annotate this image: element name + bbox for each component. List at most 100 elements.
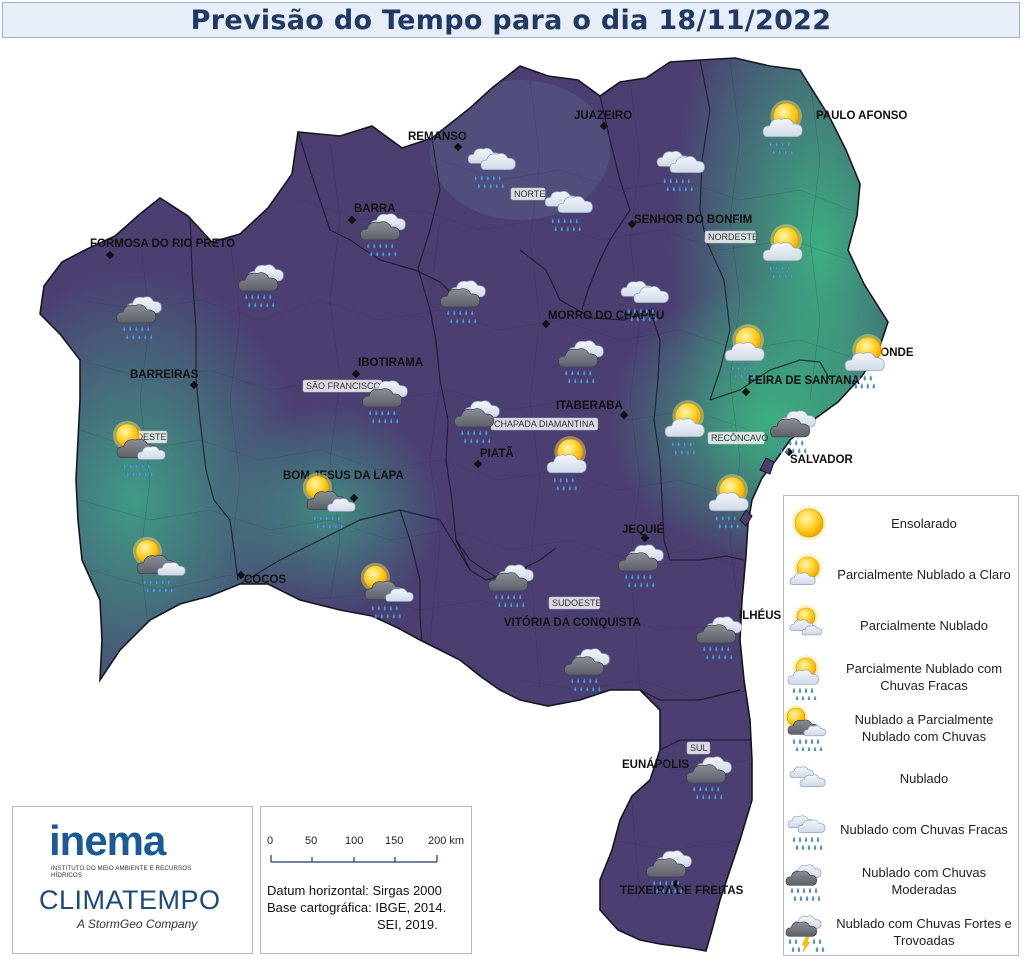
legend-item-nublado-chuvas-moderadas: Nublado com Chuvas Moderadas <box>784 855 1020 906</box>
legend-item-parcialmente-nublado: Parcialmente Nublado <box>784 600 1020 651</box>
nublado-chuvas-moderadas-icon <box>116 296 162 340</box>
city-marker: VITÓRIA DA CONQUISTA <box>504 616 641 629</box>
city-dot-icon <box>351 369 361 379</box>
nublado-icon <box>789 765 826 787</box>
stormgeo-text: A StormGeo Company <box>77 917 198 931</box>
inema-logo: inema <box>49 817 166 865</box>
parcialmente-nublado-chuvas-fracas-icon <box>724 324 765 379</box>
scale-tick-label: 0 <box>267 835 273 847</box>
city-marker: SALVADOR <box>784 447 854 466</box>
nublado-chuvas-fortes-trovoadas-icon <box>785 914 825 952</box>
city-marker: ITABERABA <box>556 400 629 420</box>
city-label: PAULO AFONSO <box>816 110 907 122</box>
nublado-chuvas-moderadas-icon <box>362 380 408 424</box>
nublado-chuvas-moderadas-icon <box>770 410 816 454</box>
parcialmente-nublado-chuvas-fracas-icon <box>762 100 803 155</box>
scale-tick-label: 150 <box>385 835 403 847</box>
parcialmente-nublado-chuvas-fracas-icon <box>762 224 803 279</box>
nublado-chuvas-fracas-icon <box>787 814 826 850</box>
city-label: SALVADOR <box>790 454 854 466</box>
city-label: BARRA <box>354 203 396 215</box>
legend: Ensolarado Parcialmente Nublado a Claro Pa… <box>783 495 1019 956</box>
nublado-chuvas-moderadas-icon <box>564 648 610 692</box>
city-dot-icon <box>105 250 115 260</box>
city-label: FORMOSA DO RIO PRETO <box>90 238 235 250</box>
city-label: FEIRA DE SANTANA <box>748 375 860 387</box>
city-marker: JEQUIÉ <box>622 523 665 543</box>
city-label: ITABERABA <box>556 400 623 412</box>
city-label: COCOS <box>244 574 287 586</box>
region-name: SUDOESTE <box>552 598 602 608</box>
legend-label: Nublado com Chuvas Fracas <box>840 822 1008 837</box>
city-dot-icon <box>619 410 629 420</box>
city-dot-icon <box>453 142 463 152</box>
nublado-parcialmente-chuvas-icon <box>784 704 826 751</box>
nublado-chuvas-moderadas-icon <box>454 400 500 444</box>
region-name: RECÔNCAVO <box>711 433 768 443</box>
parcialmente-nublado-chuvas-fracas-icon <box>787 654 819 700</box>
inema-logo-text: inema <box>49 817 166 864</box>
region-label: NORTE <box>510 187 545 201</box>
city-label: VITÓRIA DA CONQUISTA <box>504 616 641 629</box>
nublado-parcialmente-chuvas-icon <box>132 536 186 593</box>
scale-tick-label: 200 km <box>428 835 464 847</box>
region-layer: NORTE NORDESTE SÃO FRANCISCO OESTE CHAPADA D… <box>132 187 768 755</box>
city-marker: FORMOSA DO RIO PRETO <box>90 238 235 260</box>
city-marker: IBOTIRAMA <box>351 357 423 379</box>
city-label: JUAZEIRO <box>574 110 632 122</box>
region-name: NORDESTE <box>708 232 758 242</box>
city-marker: PAULO AFONSO <box>816 110 907 122</box>
city-label: ILHÉUS <box>739 609 782 622</box>
legend-item-ensolarado: Ensolarado <box>784 498 1020 549</box>
region-name: OESTE <box>136 432 167 442</box>
city-label: EUNÁPOLIS <box>622 758 689 771</box>
region-label: SUDOESTE <box>548 596 602 610</box>
nublado-chuvas-fracas-icon <box>467 147 516 189</box>
legend-label: Parcialmente Nublado com Chuvas Fracas <box>845 660 1003 693</box>
scale-tick-label: 50 <box>305 835 317 847</box>
title-bar: Previsão do Tempo para o dia 18/11/2022 <box>2 2 1020 38</box>
bahia-map[interactable]: REMANSO JUAZEIRO PAULO AFONSO BARRA FORMOSA … <box>0 40 1024 961</box>
legend-label: Nublado <box>899 771 949 786</box>
inema-subtitle: INSTITUTO DO MEIO AMBIENTE E RECURSOS HÍ… <box>51 865 192 879</box>
datum-line-3: SEI, 2019. <box>377 917 438 932</box>
legend-label: Parcialmente Nublado a Claro <box>837 567 1011 582</box>
region-label: CHAPADA DIAMANTINA <box>490 417 599 431</box>
nublado-parcialmente-chuvas-icon <box>360 562 414 619</box>
city-label: JEQUIÉ <box>622 523 665 536</box>
legend-label: Nublado a Parcialmente Nublado com Chuva… <box>854 711 994 744</box>
legend-item-parcialmente-nublado-claro: Parcialmente Nublado a Claro <box>784 549 1020 600</box>
scale-box: 0 50 100 150 200 km Datum horizontal: Si… <box>260 806 472 954</box>
parcialmente-nublado-claro-icon <box>789 553 822 585</box>
nublado-chuvas-moderadas-icon <box>686 756 732 800</box>
region-label: SUL <box>686 741 711 755</box>
nublado-chuvas-moderadas-icon <box>488 564 534 608</box>
city-dot-icon <box>473 459 483 469</box>
datum-line-1: Datum horizontal: Sirgas 2000 <box>267 883 442 898</box>
nublado-chuvas-moderadas-icon <box>440 280 486 324</box>
city-marker: ILHÉUS <box>739 609 782 622</box>
city-dot-icon <box>541 319 551 329</box>
region-label: NORDESTE <box>704 230 758 244</box>
forecast-icon-layer <box>112 100 885 894</box>
city-marker: EUNÁPOLIS <box>622 758 689 771</box>
region-name: CHAPADA DIAMANTINA <box>494 419 594 429</box>
legend-item-nublado-parcialmente-chuvas: Nublado a Parcialmente Nublado com Chuva… <box>784 702 1020 753</box>
city-dot-icon <box>640 533 650 543</box>
city-marker: REMANSO <box>408 131 467 152</box>
nublado-chuvas-fracas-icon <box>544 190 593 232</box>
legend-item-nublado: Nublado <box>784 753 1020 804</box>
city-label: IBOTIRAMA <box>358 357 423 369</box>
city-label: CONDE <box>872 347 914 359</box>
nublado-parcialmente-chuvas-icon <box>112 420 166 477</box>
ensolarado-icon <box>792 505 826 540</box>
legend-item-nublado-chuvas-fortes-trovoadas: Nublado com Chuvas Fortes e Trovoadas <box>784 906 1020 957</box>
scale-bar: 0 50 100 150 200 km <box>267 835 464 863</box>
region-name: NORTE <box>514 189 545 199</box>
nublado-parcialmente-chuvas-icon <box>302 472 356 529</box>
parcialmente-nublado-chuvas-fracas-icon <box>664 400 705 455</box>
nublado-chuvas-moderadas-icon <box>696 616 742 660</box>
city-marker: BARRA <box>347 203 396 225</box>
parcialmente-nublado-chuvas-fracas-icon <box>546 436 587 491</box>
climatempo-logo: CLIMATEMPO <box>39 885 221 915</box>
